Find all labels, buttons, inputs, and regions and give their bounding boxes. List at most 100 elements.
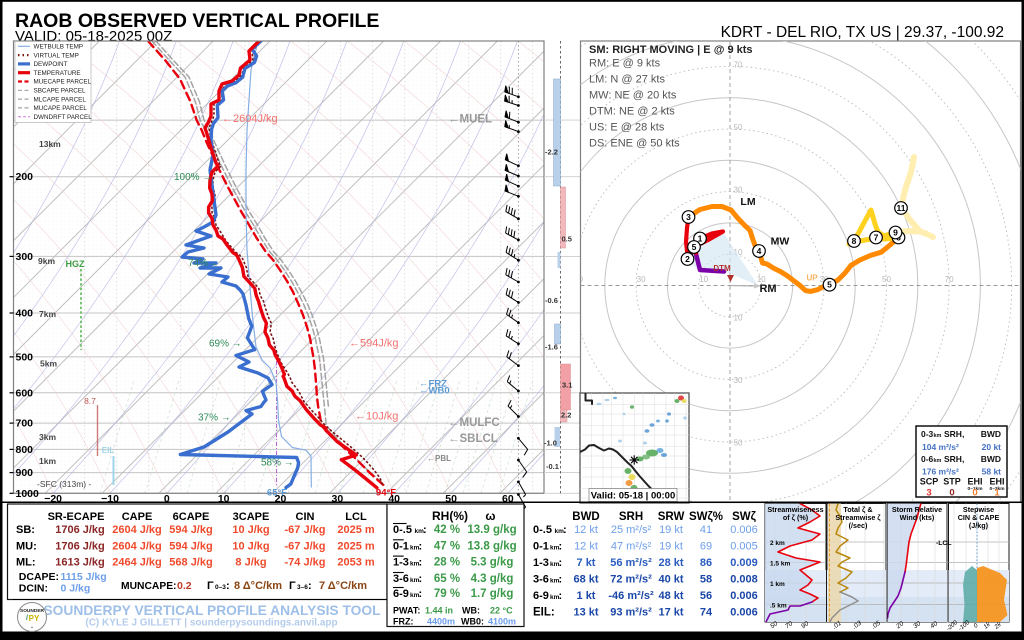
svg-text:0-1: 0-1 xyxy=(533,541,549,553)
svg-text:0.006: 0.006 xyxy=(730,607,758,619)
svg-text:SRH,: SRH, xyxy=(944,429,964,439)
svg-text:▴: ▴ xyxy=(31,624,33,629)
svg-text:RH(%): RH(%) xyxy=(432,509,468,523)
svg-text:EIL:: EIL: xyxy=(533,607,555,619)
svg-text:30: 30 xyxy=(332,493,344,505)
svg-text:-67 J/kg: -67 J/kg xyxy=(285,524,326,536)
svg-text:Total ζ &: Total ζ & xyxy=(843,505,872,514)
svg-text:42 %: 42 % xyxy=(434,524,460,536)
svg-text:Streamwiseness: Streamwiseness xyxy=(767,505,823,514)
svg-text:0: 0 xyxy=(164,493,170,505)
svg-text::: : xyxy=(423,524,427,536)
svg-text:MUNCAPE:: MUNCAPE: xyxy=(121,581,177,592)
svg-text:50: 50 xyxy=(734,439,743,448)
svg-text:65 %: 65 % xyxy=(434,573,460,585)
svg-text:SWζ: SWζ xyxy=(732,511,757,523)
svg-text:56: 56 xyxy=(700,590,712,602)
svg-text:1000: 1000 xyxy=(16,488,40,500)
svg-text:DCAPE:: DCAPE: xyxy=(19,571,59,583)
svg-text:km: km xyxy=(415,528,425,535)
svg-text:7 Δ°C/km: 7 Δ°C/km xyxy=(319,580,367,592)
svg-text:WB0:: WB0: xyxy=(461,617,484,627)
svg-text:65°F: 65°F xyxy=(267,488,287,499)
svg-text:58% →: 58% → xyxy=(261,458,294,469)
svg-text:LM: N @ 27 kts: LM: N @ 27 kts xyxy=(589,74,665,86)
svg-text:LCL: LCL xyxy=(345,511,367,523)
svg-text:568 J/kg: 568 J/kg xyxy=(169,557,212,569)
svg-text:←PBL: ←PBL xyxy=(427,454,451,463)
svg-text:BWD: BWD xyxy=(981,429,1001,439)
svg-text:.03: .03 xyxy=(851,620,863,631)
svg-text:2k: 2k xyxy=(993,620,1004,631)
svg-text:13km: 13km xyxy=(39,139,61,149)
svg-text:/: / xyxy=(26,615,28,622)
svg-text:SRH,: SRH, xyxy=(944,454,964,464)
svg-text:20: 20 xyxy=(894,620,905,631)
svg-text:6CAPE: 6CAPE xyxy=(173,511,210,523)
svg-text:12 kt: 12 kt xyxy=(574,541,598,553)
svg-text:0–3: 0–3 xyxy=(215,584,226,591)
svg-text:SRH: SRH xyxy=(619,511,643,523)
svg-text:300: 300 xyxy=(16,251,34,263)
svg-text:4: 4 xyxy=(757,246,762,256)
svg-text:0.006: 0.006 xyxy=(730,524,758,536)
svg-text:VIRTUAL TEMP: VIRTUAL TEMP xyxy=(34,52,79,59)
svg-text:50: 50 xyxy=(445,493,457,505)
svg-text:km: km xyxy=(410,561,420,568)
svg-text:86: 86 xyxy=(700,557,712,569)
svg-text:CIN: CIN xyxy=(296,511,315,523)
svg-text:km: km xyxy=(934,458,942,464)
svg-text:←594J/kg: ←594J/kg xyxy=(349,338,399,350)
svg-text:←2604J/kg: ←2604J/kg xyxy=(222,113,278,125)
svg-text:69: 69 xyxy=(700,541,712,553)
svg-text:RM: E @ 9 kts: RM: E @ 9 kts xyxy=(589,58,661,70)
svg-text:30: 30 xyxy=(819,275,828,284)
svg-text:0-1: 0-1 xyxy=(393,540,409,552)
svg-text:2025 m: 2025 m xyxy=(337,524,375,536)
svg-text:BWD: BWD xyxy=(572,511,599,523)
svg-text:8 Δ°C/km: 8 Δ°C/km xyxy=(234,580,282,592)
svg-text:22 °C: 22 °C xyxy=(490,606,513,616)
svg-text:←FRZ: ←FRZ xyxy=(419,379,447,390)
svg-text:13.9 g/kg: 13.9 g/kg xyxy=(467,524,516,536)
svg-text:km: km xyxy=(550,594,560,601)
svg-text:0-.5: 0-.5 xyxy=(533,524,552,536)
svg-text:STP: STP xyxy=(943,477,961,487)
svg-text:1 kt: 1 kt xyxy=(577,590,596,602)
svg-text::: : xyxy=(563,524,567,536)
svg-text:0-6: 0-6 xyxy=(921,454,934,464)
svg-text:94°F: 94°F xyxy=(376,488,396,499)
svg-text:Valid: 05-18 | 00:00: Valid: 05-18 | 00:00 xyxy=(591,491,676,502)
svg-text:km: km xyxy=(550,561,560,568)
svg-text:DWNDRFT PARCEL: DWNDRFT PARCEL xyxy=(34,114,93,121)
svg-text:48 kt: 48 kt xyxy=(658,590,683,602)
svg-text:ω: ω xyxy=(485,509,495,523)
svg-text::: : xyxy=(559,557,563,569)
svg-text:1-3: 1-3 xyxy=(393,557,409,569)
svg-text:PY: PY xyxy=(29,614,40,623)
svg-text:DCIN:: DCIN: xyxy=(19,583,48,595)
svg-text:17 kt: 17 kt xyxy=(658,607,683,619)
svg-text:37% →: 37% → xyxy=(198,413,231,424)
svg-text:1.5 km: 1.5 km xyxy=(770,561,790,568)
svg-text:-0.1: -0.1 xyxy=(546,462,559,471)
svg-text:1613 J/kg: 1613 J/kg xyxy=(55,557,105,569)
svg-text:19 kt: 19 kt xyxy=(659,524,683,536)
svg-text:40: 40 xyxy=(388,493,400,505)
svg-text:0.008: 0.008 xyxy=(730,574,758,586)
svg-text:9km: 9km xyxy=(38,256,55,266)
svg-text:2464 J/kg: 2464 J/kg xyxy=(112,557,162,569)
svg-text:-1.0: -1.0 xyxy=(544,439,557,448)
svg-text::: : xyxy=(308,580,312,592)
svg-text:2 km: 2 km xyxy=(770,540,785,547)
svg-text:WB:: WB: xyxy=(462,606,480,616)
svg-text:-74 J/kg: -74 J/kg xyxy=(285,557,326,569)
svg-text:Γ: Γ xyxy=(207,580,214,592)
svg-text::: : xyxy=(559,574,563,586)
svg-text:CAPE: CAPE xyxy=(122,511,153,523)
svg-text:600: 600 xyxy=(16,387,34,399)
svg-text:2053 m: 2053 m xyxy=(337,557,375,569)
svg-text:HGZ: HGZ xyxy=(66,259,86,269)
svg-text:ML:: ML: xyxy=(16,557,36,569)
svg-text:47 m²/s²: 47 m²/s² xyxy=(611,541,652,553)
